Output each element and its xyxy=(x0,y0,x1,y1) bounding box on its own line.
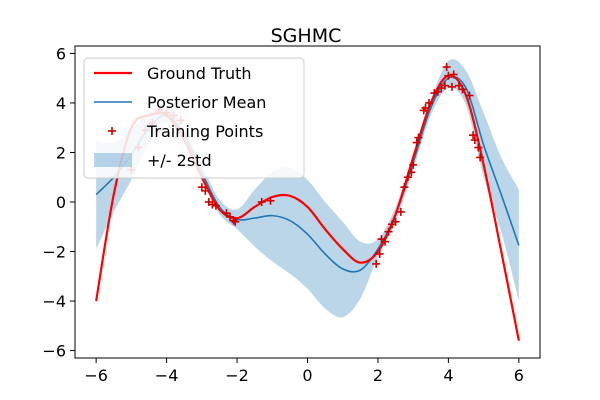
training-point xyxy=(421,103,430,112)
training-point xyxy=(476,153,485,162)
y-tick-label: 2 xyxy=(56,143,66,162)
legend-posterior-mean-label: Posterior Mean xyxy=(147,93,266,112)
legend: Ground Truth Posterior Mean Training Poi… xyxy=(83,57,305,179)
x-axis: −6 −4 −2 0 2 4 6 xyxy=(84,358,524,385)
x-tick-label: 6 xyxy=(514,366,524,385)
training-point xyxy=(372,259,381,268)
training-point xyxy=(229,216,238,225)
x-tick-label: 4 xyxy=(443,366,453,385)
y-axis: −6 −4 −2 0 2 4 6 xyxy=(42,44,75,361)
x-tick-label: −4 xyxy=(155,366,179,385)
legend-band-label: +/- 2std xyxy=(147,151,212,170)
x-tick-label: −2 xyxy=(225,366,249,385)
x-tick-label: −6 xyxy=(84,366,108,385)
x-tick-label: 2 xyxy=(373,366,383,385)
training-point xyxy=(470,136,479,145)
training-point xyxy=(381,237,389,246)
training-point xyxy=(403,173,412,182)
training-point xyxy=(257,198,266,206)
training-point xyxy=(197,183,206,192)
training-point xyxy=(266,196,275,205)
training-point xyxy=(208,200,217,209)
training-point xyxy=(407,168,416,177)
training-point xyxy=(440,81,449,90)
training-point xyxy=(430,89,439,98)
training-point xyxy=(425,98,434,107)
training-point xyxy=(211,201,220,210)
training-point xyxy=(201,186,210,195)
training-point xyxy=(384,227,393,236)
training-point xyxy=(396,207,405,216)
training-point xyxy=(474,143,483,152)
training-point xyxy=(391,217,400,226)
y-tick-label: 6 xyxy=(56,44,66,63)
legend-band-swatch xyxy=(94,153,132,167)
training-point xyxy=(442,63,451,72)
training-point xyxy=(231,217,240,226)
training-point xyxy=(414,133,423,142)
training-point xyxy=(412,138,421,147)
legend-training-points-label: Training Points xyxy=(146,122,263,141)
training-point xyxy=(375,250,384,258)
training-point xyxy=(444,71,453,80)
y-tick-label: −2 xyxy=(42,243,66,262)
legend-ground-truth-label: Ground Truth xyxy=(147,64,252,83)
legend-box xyxy=(83,57,305,179)
x-tick-label: 0 xyxy=(302,366,312,385)
training-point xyxy=(226,212,234,221)
chart-title: SGHMC xyxy=(271,25,342,47)
training-point xyxy=(222,209,231,218)
y-tick-label: 0 xyxy=(56,193,66,212)
training-point xyxy=(458,85,467,94)
training-point xyxy=(447,82,456,91)
y-tick-label: −4 xyxy=(42,292,66,311)
training-point xyxy=(469,131,478,140)
training-point xyxy=(409,160,418,169)
training-point xyxy=(454,81,463,90)
training-point xyxy=(400,183,409,192)
legend-training-points-swatch xyxy=(108,127,116,135)
y-tick-label: −6 xyxy=(42,342,66,361)
training-point xyxy=(449,70,458,79)
training-point xyxy=(465,91,474,100)
y-tick-label: 4 xyxy=(56,94,66,113)
training-point xyxy=(433,87,442,96)
uncertainty-band xyxy=(96,59,519,318)
